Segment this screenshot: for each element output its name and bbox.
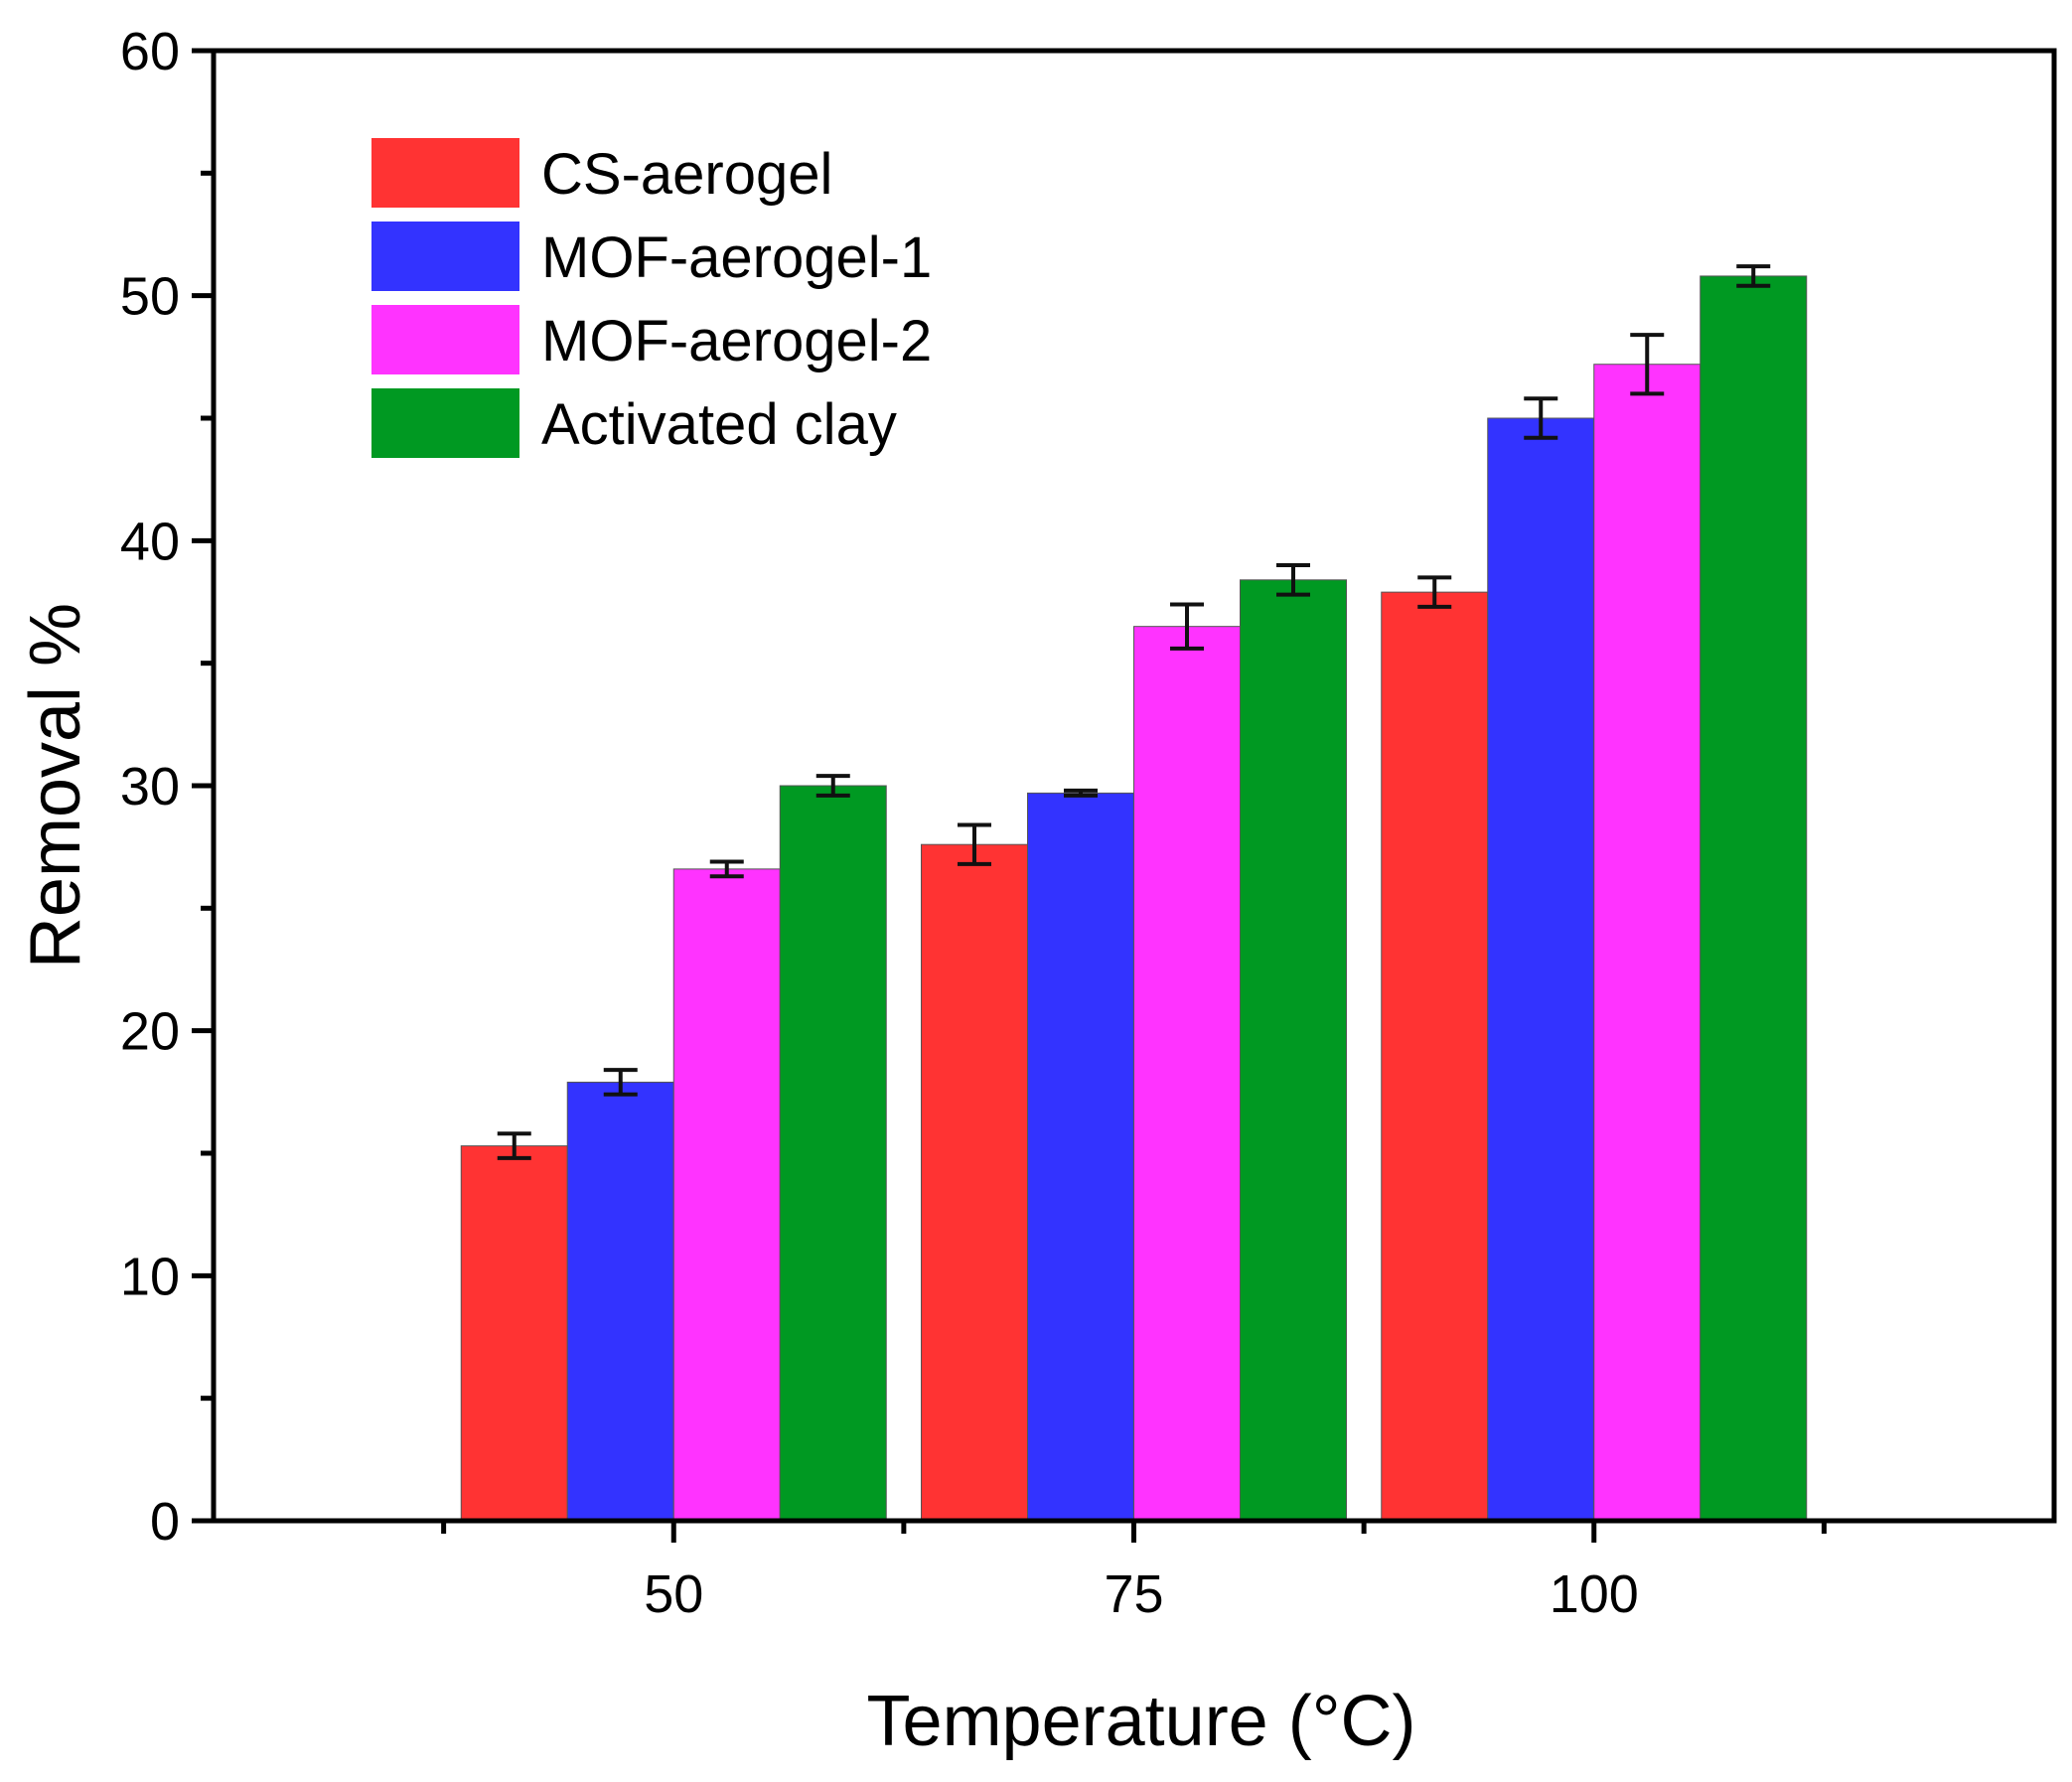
bars-layer: [460, 275, 1808, 1522]
y-axis: 0 10 20 30 40 50 60: [120, 22, 214, 1552]
bar: [1240, 579, 1347, 1522]
bar: [921, 843, 1028, 1522]
bar: [1487, 417, 1595, 1522]
legend-swatch: [371, 138, 519, 208]
bar: [1381, 591, 1489, 1522]
bar: [779, 785, 887, 1522]
legend-swatch: [371, 388, 519, 458]
bar: [1593, 364, 1702, 1522]
y-tick-label: 30: [120, 757, 180, 817]
bar: [672, 868, 781, 1522]
bar: [1133, 626, 1241, 1522]
x-axis-title: Temperature (°C): [867, 1682, 1416, 1761]
y-tick-label: 50: [120, 267, 180, 327]
bar: [566, 1081, 674, 1522]
bar: [1027, 792, 1134, 1522]
legend-label: MOF-aerogel-2: [541, 309, 932, 373]
y-tick-label: 40: [120, 512, 180, 571]
y-tick-label: 60: [120, 22, 180, 81]
plot-frame: [211, 48, 2057, 1524]
error-bars-layer: [497, 264, 1771, 1160]
y-tick-label: 10: [120, 1247, 180, 1306]
x-tick-label: 100: [1550, 1564, 1639, 1624]
legend-label: CS-aerogel: [541, 142, 832, 207]
legend: CS-aerogel MOF-aerogel-1 MOF-aerogel-2 Acti…: [371, 138, 932, 458]
legend-label: Activated clay: [541, 392, 897, 457]
legend-label: MOF-aerogel-1: [541, 225, 932, 290]
y-tick-label: 0: [150, 1492, 180, 1552]
legend-swatch: [371, 222, 519, 291]
bar: [460, 1145, 568, 1522]
x-tick-label: 75: [1104, 1564, 1163, 1624]
bar: [1700, 275, 1808, 1522]
x-tick-label: 50: [644, 1564, 703, 1624]
y-tick-label: 20: [120, 1002, 180, 1062]
x-axis: 50 75 100: [441, 1521, 1827, 1624]
y-axis-title: Removal %: [16, 603, 95, 968]
legend-swatch: [371, 305, 519, 374]
